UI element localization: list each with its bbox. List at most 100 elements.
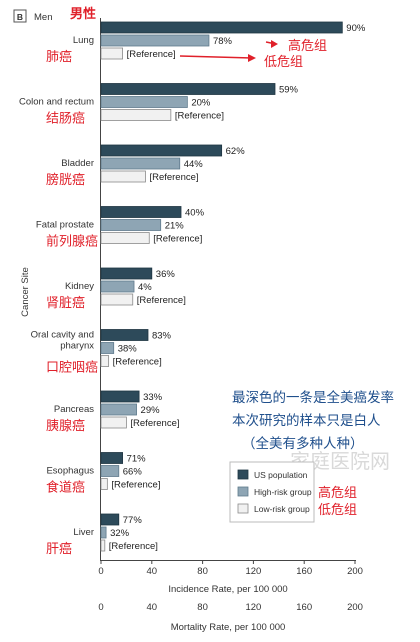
- x-axis-ticks: 0 40 80 120 160 200: [98, 560, 363, 577]
- bar: [100, 109, 172, 121]
- panel-cn-label: 男性: [70, 6, 96, 22]
- category-cn-label: 结肠癌: [46, 111, 85, 127]
- bar: [100, 329, 149, 341]
- x2-tick-label: 80: [197, 602, 208, 613]
- bar-label: 77%: [123, 515, 143, 526]
- bar: [100, 526, 107, 539]
- bar-label: [Reference]: [109, 541, 158, 552]
- bar-label: [Reference]: [137, 295, 186, 306]
- bar: [100, 465, 120, 477]
- bar-label: 33%: [143, 392, 163, 403]
- bar: [100, 219, 162, 231]
- category-label: Colon and rectum: [19, 97, 94, 108]
- bar-label: 90%: [346, 23, 366, 34]
- bar: [100, 280, 135, 293]
- bar-label: [Reference]: [153, 234, 202, 245]
- bar: [100, 342, 115, 354]
- category-cn-label: 肺癌: [46, 49, 72, 65]
- bar: [100, 206, 182, 218]
- high-risk-arrow-head: [271, 40, 278, 48]
- low-risk-annotation: 低危组: [264, 55, 303, 70]
- bar: [100, 513, 120, 526]
- category-cn-label: 胰腺癌: [46, 418, 85, 434]
- bar-label: 40%: [185, 208, 205, 219]
- bar-label: 83%: [152, 331, 172, 342]
- category-cn-label: 食道癌: [46, 480, 85, 496]
- legend-label: US population: [254, 470, 308, 480]
- x-tick-label: 40: [147, 566, 158, 577]
- x2-axis-ticks: 0 40 80 120 160 200: [98, 602, 363, 613]
- x-tick-label: 200: [347, 566, 363, 577]
- panel-label: Men: [34, 12, 52, 23]
- x-axis-title: Incidence Rate, per 100 000: [168, 584, 287, 595]
- bar-label: [Reference]: [113, 357, 162, 368]
- bar-label: [Reference]: [175, 111, 224, 122]
- bar-label: 38%: [118, 344, 138, 355]
- bar: [100, 267, 153, 280]
- category-cn-label: 口腔咽癌: [46, 360, 98, 376]
- bar: [100, 539, 106, 552]
- bar-group: 40%21% [Reference] Fatal prostate 前列腺癌: [36, 206, 205, 250]
- category-label: pharynx: [60, 341, 94, 352]
- high-risk-annotation: 高危组: [288, 38, 327, 54]
- bar-label: 4%: [138, 282, 152, 293]
- bar: [100, 144, 223, 157]
- bar-label: 20%: [191, 98, 211, 109]
- bar: [100, 47, 123, 60]
- bar-group: 36% 4% [Reference] Kidney 肾脏癌: [46, 267, 186, 311]
- bar: [100, 293, 134, 306]
- low-risk-arrow-line: [179, 55, 253, 59]
- note-line-1: 最深色的一条是全美癌发率: [232, 389, 394, 406]
- panel-badge-box: [13, 9, 27, 23]
- x-tick-label: 80: [197, 566, 208, 577]
- x-tick-label: 120: [245, 566, 261, 577]
- x2-tick-label: 120: [245, 602, 261, 613]
- bar-label: [Reference]: [111, 480, 160, 491]
- x2-axis-title: Mortality Rate, per 100 000: [171, 622, 286, 633]
- bar-label: 71%: [127, 454, 147, 465]
- low-risk-arrow-head: [248, 54, 256, 62]
- bar-label: 29%: [141, 405, 161, 416]
- category-label: Esophagus: [46, 466, 94, 477]
- bar: [100, 416, 127, 429]
- category-cn-label: 前列腺癌: [46, 234, 98, 250]
- bar: [100, 452, 123, 464]
- bar-label: 36%: [156, 269, 176, 280]
- legend-swatch: [237, 486, 249, 497]
- x-tick-label: 0: [98, 566, 103, 577]
- legend-high-risk-annotation: 高危组: [318, 485, 357, 501]
- bar-label: 62%: [226, 146, 246, 157]
- category-cn-label: 肝癌: [46, 541, 72, 557]
- bar: [100, 170, 146, 183]
- category-cn-label: 膀胱癌: [46, 172, 85, 188]
- bar-group: 33% 29% [Reference] Pancreas 胰腺癌: [46, 390, 180, 434]
- bar: [100, 403, 137, 416]
- bar: [100, 34, 210, 47]
- y-axis-title: Cancer Site: [20, 267, 31, 317]
- note-line-3: （全美有多种人种）: [242, 435, 364, 452]
- category-label: Pancreas: [54, 404, 94, 415]
- legend-label: High-risk group: [254, 487, 312, 497]
- bar: [100, 232, 150, 244]
- bar-label: 78%: [213, 36, 233, 47]
- panel-badge: B: [17, 12, 23, 22]
- x2-tick-label: 160: [296, 602, 312, 613]
- category-cn-label: 肾脏癌: [46, 295, 85, 311]
- bar: [100, 83, 276, 95]
- category-label: Lung: [73, 35, 94, 46]
- bar: [100, 355, 110, 367]
- legend-label: Low-risk group: [254, 504, 310, 514]
- legend: US population High-risk group Low-risk gro…: [237, 469, 312, 514]
- category-label: Fatal prostate: [36, 220, 94, 231]
- bar-label: 21%: [165, 221, 185, 232]
- bar: [100, 157, 181, 170]
- bar-label: 66%: [123, 467, 143, 478]
- legend-swatch: [237, 469, 249, 480]
- bar-group: 59% 20% [Reference] Colon and rectum 结肠癌: [19, 83, 299, 127]
- bar: [100, 478, 108, 490]
